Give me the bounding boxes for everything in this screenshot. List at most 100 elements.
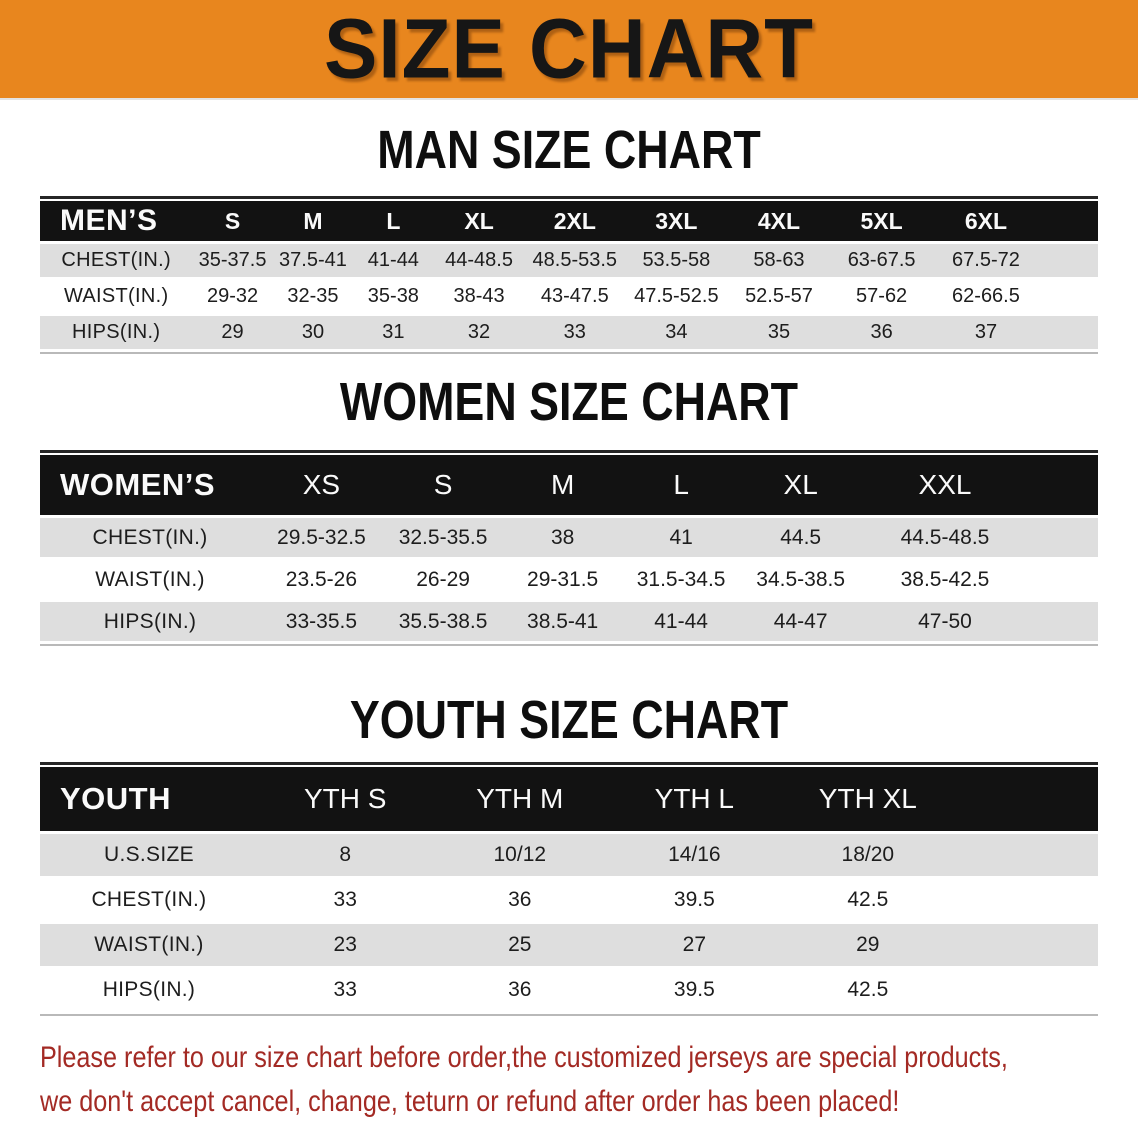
womens-size-table: WOMEN’S XS S M L XL XXL CHEST(IN.) 29.5-32.5 32.5… <box>40 450 1098 646</box>
size-value-cell: 8 <box>257 834 433 879</box>
table-row: CHEST(IN.) 29.5-32.5 32.5-35.5 38 41 44.5 44.5… <box>40 518 1098 560</box>
size-value-cell: 29-32 <box>192 280 273 316</box>
measurement-label: CHEST(IN.) <box>40 518 261 560</box>
size-value-cell: 31.5-34.5 <box>621 560 741 602</box>
table-row: WAIST(IN.) 23 25 27 29 <box>40 924 1098 969</box>
size-value-cell: 38 <box>503 518 622 560</box>
table-corner-label: MEN’S <box>40 199 193 244</box>
measurement-label: HIPS(IN.) <box>40 602 261 644</box>
size-column-header: XS <box>260 453 383 518</box>
size-value-cell: 38.5-41 <box>503 602 622 644</box>
table-corner-label: WOMEN’S <box>40 453 261 518</box>
measurement-label: CHEST(IN.) <box>40 879 258 924</box>
size-column-header: YTH M <box>432 765 608 834</box>
size-column-header: XL <box>433 199 525 244</box>
size-value-cell: 23 <box>257 924 433 969</box>
table-row: HIPS(IN.) 33-35.5 35.5-38.5 38.5-41 41-44 44-… <box>40 602 1098 644</box>
size-value-cell: 33 <box>257 879 433 924</box>
size-value-cell: 14/16 <box>607 834 782 879</box>
size-value-cell: 44.5 <box>740 518 861 560</box>
size-value-cell: 27 <box>607 924 782 969</box>
measurement-label: U.S.SIZE <box>40 834 258 879</box>
table-header-row: MEN’S S M L XL 2XL 3XL 4XL 5XL 6XL <box>40 199 1098 244</box>
size-chart-banner: SIZE CHART <box>0 0 1138 100</box>
women-size-chart-heading: WOMEN SIZE CHART <box>339 372 799 432</box>
measurement-label: WAIST(IN.) <box>40 280 193 316</box>
measurement-label: WAIST(IN.) <box>40 560 261 602</box>
size-value-cell: 44.5-48.5 <box>860 518 1098 560</box>
size-value-cell: 63-67.5 <box>830 244 933 280</box>
table-row: WAIST(IN.) 23.5-26 26-29 29-31.5 31.5-34.5 34… <box>40 560 1098 602</box>
size-value-cell: 32.5-35.5 <box>382 518 504 560</box>
size-column-header: 4XL <box>727 199 831 244</box>
size-value-cell: 39.5 <box>607 879 782 924</box>
size-value-cell: 32 <box>433 316 525 352</box>
size-value-cell: 62-66.5 <box>932 280 1098 316</box>
size-value-cell: 34.5-38.5 <box>740 560 861 602</box>
youth-size-table: YOUTH YTH S YTH M YTH L YTH XL U.S.SIZE 8 10/12… <box>40 762 1098 1016</box>
table-row: CHEST(IN.) 33 36 39.5 42.5 <box>40 879 1098 924</box>
measurement-label: HIPS(IN.) <box>40 316 193 352</box>
size-value-cell: 26-29 <box>382 560 504 602</box>
size-value-cell: 35-38 <box>353 280 434 316</box>
disclaimer-text: Please refer to our size chart before or… <box>40 1036 1138 1124</box>
table-row: CHEST(IN.) 35-37.5 37.5-41 41-44 44-48.5 48.5… <box>40 244 1098 280</box>
table-row: HIPS(IN.) 33 36 39.5 42.5 <box>40 969 1098 1014</box>
size-value-cell: 41-44 <box>353 244 434 280</box>
size-value-cell: 18/20 <box>781 834 1098 879</box>
size-value-cell: 31 <box>353 316 434 352</box>
size-value-cell: 41-44 <box>621 602 741 644</box>
size-column-header: L <box>621 453 741 518</box>
size-column-header: S <box>192 199 273 244</box>
size-column-header: YTH L <box>607 765 782 834</box>
size-value-cell: 37.5-41 <box>272 244 354 280</box>
size-column-header: 6XL <box>932 199 1098 244</box>
size-column-header: 5XL <box>830 199 933 244</box>
size-value-cell: 43-47.5 <box>524 280 626 316</box>
table-corner-label: YOUTH <box>40 765 258 834</box>
size-column-header: XL <box>740 453 861 518</box>
size-value-cell: 29 <box>192 316 273 352</box>
measurement-label: HIPS(IN.) <box>40 969 258 1014</box>
size-value-cell: 48.5-53.5 <box>524 244 626 280</box>
size-value-cell: 58-63 <box>727 244 831 280</box>
size-value-cell: 23.5-26 <box>260 560 383 602</box>
size-value-cell: 33 <box>257 969 433 1014</box>
size-value-cell: 37 <box>932 316 1098 352</box>
size-value-cell: 47.5-52.5 <box>625 280 728 316</box>
disclaimer-line-2: we don't accept cancel, change, teturn o… <box>40 1085 900 1118</box>
size-column-header: 3XL <box>625 199 728 244</box>
size-value-cell: 39.5 <box>607 969 782 1014</box>
size-value-cell: 44-48.5 <box>433 244 525 280</box>
size-column-header: YTH XL <box>781 765 1098 834</box>
size-value-cell: 53.5-58 <box>625 244 728 280</box>
measurement-label: CHEST(IN.) <box>40 244 193 280</box>
size-value-cell: 52.5-57 <box>727 280 831 316</box>
size-value-cell: 35-37.5 <box>192 244 273 280</box>
banner-title: SIZE CHART <box>324 1 814 96</box>
size-column-header: L <box>353 199 434 244</box>
size-value-cell: 32-35 <box>272 280 354 316</box>
measurement-label: WAIST(IN.) <box>40 924 258 969</box>
table-row: U.S.SIZE 8 10/12 14/16 18/20 <box>40 834 1098 879</box>
size-value-cell: 44-47 <box>740 602 861 644</box>
size-value-cell: 36 <box>830 316 933 352</box>
size-value-cell: 29-31.5 <box>503 560 622 602</box>
table-row: WAIST(IN.) 29-32 32-35 35-38 38-43 43-47.5 47.… <box>40 280 1098 316</box>
size-column-header: M <box>272 199 354 244</box>
size-column-header: S <box>382 453 504 518</box>
size-value-cell: 42.5 <box>781 879 1098 924</box>
size-value-cell: 10/12 <box>432 834 608 879</box>
size-value-cell: 29.5-32.5 <box>260 518 383 560</box>
size-value-cell: 47-50 <box>860 602 1098 644</box>
size-value-cell: 33 <box>524 316 626 352</box>
table-row: HIPS(IN.) 29 30 31 32 33 34 35 36 37 <box>40 316 1098 352</box>
size-value-cell: 57-62 <box>830 280 933 316</box>
size-column-header: YTH S <box>257 765 433 834</box>
size-value-cell: 35.5-38.5 <box>382 602 504 644</box>
size-value-cell: 42.5 <box>781 969 1098 1014</box>
youth-size-chart-heading: YOUTH SIZE CHART <box>349 690 789 750</box>
size-value-cell: 36 <box>432 879 608 924</box>
size-value-cell: 33-35.5 <box>260 602 383 644</box>
disclaimer-line-1: Please refer to our size chart before or… <box>40 1041 1008 1074</box>
